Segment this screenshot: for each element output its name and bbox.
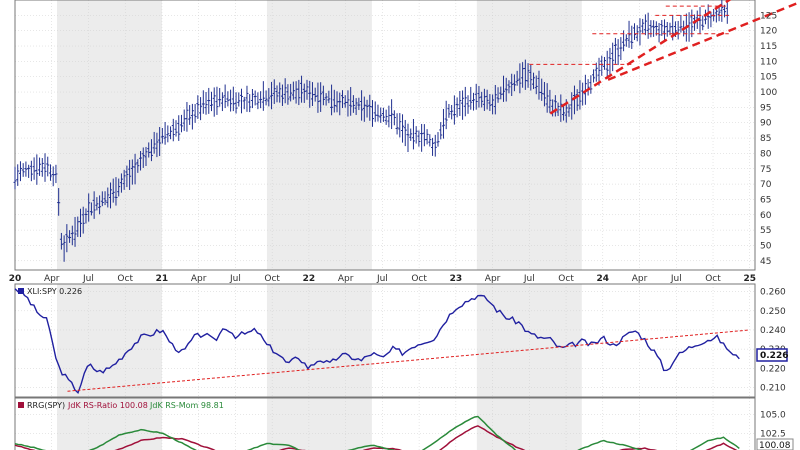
x-tick-label: Apr [191, 274, 207, 284]
x-tick-label: Jul [670, 274, 682, 284]
ratio-last-value: 0.226 [760, 351, 788, 361]
square-marker-icon [18, 402, 24, 408]
y-tick-label: 75 [760, 165, 771, 175]
rrg-legend-rs-ratio: JdK RS-Ratio 100.08 [67, 401, 148, 410]
y-tick-label: 90 [760, 119, 772, 129]
x-tick-label: Oct [705, 274, 721, 284]
series-line [14, 288, 740, 395]
square-marker-icon [18, 288, 24, 294]
x-tick-label: Jul [376, 274, 388, 284]
x-tick-label: Apr [632, 274, 648, 284]
y-tick-label: 0.210 [760, 383, 786, 393]
x-tick-label: 24 [597, 274, 610, 284]
price-ohlc-bars [13, 0, 729, 262]
y-tick-label: 60 [760, 211, 772, 221]
ratio-panel-frame [14, 283, 756, 398]
shade-band [56, 284, 162, 397]
price-y-axis: 45 50 55 60 65 70 75 80 85 90 95 100 105 110 115 120 125 [760, 11, 777, 266]
x-tick-label: Apr [44, 274, 60, 284]
ratio-panel: XLI:SPY 0.226 0.2100.2200.2300.2400.2500… [14, 283, 788, 398]
shade-band [266, 398, 372, 450]
y-tick-label: 125 [760, 11, 777, 21]
y-tick-label: 102.5 [760, 430, 786, 440]
x-tick-label: 22 [303, 274, 316, 284]
ratio-legend-label: XLI:SPY 0.226 [27, 287, 82, 296]
y-tick-label: 80 [760, 149, 772, 159]
y-tick-label: 100 [760, 88, 777, 98]
x-tick-label: Oct [264, 274, 280, 284]
ratio-legend: XLI:SPY 0.226 [18, 287, 82, 296]
series-line [14, 425, 738, 450]
y-tick-label: 45 [760, 257, 771, 267]
y-tick-label: 115 [760, 42, 777, 52]
price-trend-lines [529, 0, 800, 115]
rrg-panel: RRG(SPY) JdK RS-Ratio 100.08 JdK RS-Mom … [14, 397, 794, 450]
shaded-period-bands [56, 0, 582, 450]
y-tick-label: 0.250 [760, 307, 786, 317]
rrg-last-value-badge: 100.08 [756, 438, 794, 450]
x-tick-label: Apr [485, 274, 501, 284]
ratio-series-line [14, 288, 740, 395]
ratio-trend-line [67, 329, 750, 392]
price-panel-frame [14, 0, 756, 271]
y-tick-label: 70 [760, 180, 772, 190]
price-panel: 45 50 55 60 65 70 75 80 85 90 95 100 105 110 115 120 125… [9, 0, 800, 284]
x-tick-label: Oct [411, 274, 427, 284]
x-tick-label: 20 [9, 274, 22, 284]
y-tick-label: 110 [760, 57, 777, 67]
x-tick-label: Jul [82, 274, 94, 284]
price-trend-line [549, 0, 732, 115]
rrg-legend: RRG(SPY) JdK RS-Ratio 100.08 JdK RS-Mom … [18, 401, 224, 410]
y-tick-label: 105 [760, 73, 777, 83]
rrg-panel-frame [14, 397, 756, 450]
x-tick-label: 25 [743, 274, 756, 284]
rrg-last-value: 100.08 [759, 441, 791, 450]
y-tick-label: 65 [760, 195, 771, 205]
y-tick-label: 105.0 [760, 411, 786, 421]
rrg-legend-rs-mom: JdK RS-Mom 98.81 [149, 401, 224, 410]
shade-band [266, 284, 372, 397]
x-tick-label: Oct [558, 274, 574, 284]
shade-band [476, 398, 582, 450]
y-tick-label: 120 [760, 27, 777, 37]
y-tick-label: 50 [760, 241, 772, 251]
y-tick-label: 0.220 [760, 364, 786, 374]
ratio-trend-line [67, 329, 750, 392]
y-tick-label: 0.240 [760, 326, 786, 336]
y-tick-label: 95 [760, 103, 771, 113]
y-tick-label: 85 [760, 134, 771, 144]
y-tick-label: 55 [760, 226, 771, 236]
x-tick-label: 21 [156, 274, 169, 284]
shade-band [266, 0, 372, 270]
ratio-last-value-badge: 0.226 [756, 348, 788, 362]
x-tick-label: Jul [229, 274, 241, 284]
date-axis: 20 Apr Jul Oct 21 Apr Jul Oct 22 Apr Jul Oct 23 Apr Ju… [9, 274, 756, 284]
rrg-series-lines [14, 415, 740, 450]
rrg-legend-label: RRG(SPY) [27, 401, 65, 410]
x-tick-label: Oct [117, 274, 133, 284]
series-line [14, 415, 740, 450]
x-tick-label: Apr [338, 274, 354, 284]
x-tick-label: 23 [450, 274, 463, 284]
price-trend-line [607, 0, 800, 81]
y-tick-label: 0.260 [760, 288, 786, 298]
shade-band [56, 0, 162, 270]
x-tick-label: Jul [523, 274, 535, 284]
